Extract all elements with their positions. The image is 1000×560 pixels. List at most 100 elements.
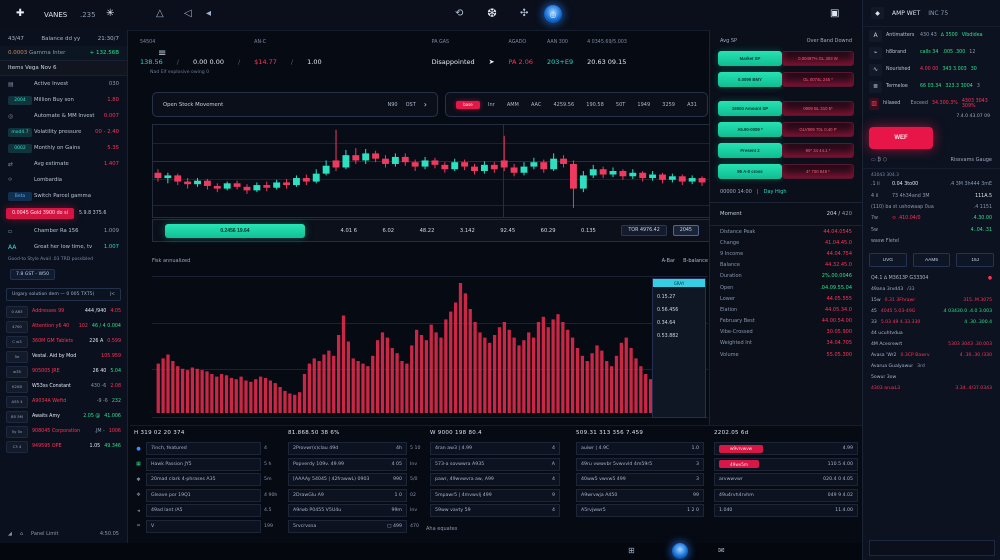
right-bottom-box[interactable] (869, 540, 995, 556)
order-stat-row[interactable]: Distance Peak 44.04.0545 (710, 226, 862, 237)
snowflake-icon[interactable]: ✳ (106, 8, 115, 19)
table-row[interactable]: 49u4rvh4rvhm 049 9 4.02 (714, 488, 858, 504)
buy-button[interactable]: 19000 Amount SP (718, 101, 782, 116)
table-row[interactable]: 2Provwr(s)clau 49d 4h 5 10 (288, 441, 430, 457)
order-stat-row[interactable]: Balance 44.32.45.0 (710, 260, 862, 271)
sidebar-menu-item[interactable]: ⇄ Avg estimate 1.407 (0, 156, 127, 172)
metric-row[interactable]: ▥ hilased Exceed 34.300.3% 4303 3043 309… (863, 95, 1000, 112)
hamburger-icon[interactable]: ≡ (158, 48, 167, 59)
low-row[interactable]: 4303 aruaL3 3.34..4/37.0343 (863, 383, 1000, 394)
corner-icon[interactable]: ◢ (8, 531, 12, 537)
table-row[interactable]: A5rvjwwr5 1 2 0 (576, 503, 704, 519)
chat-icon[interactable]: ✉ (718, 546, 725, 555)
order-stat-row[interactable]: Elation 44.05.34.0 (710, 304, 862, 315)
order-stat-row[interactable]: Open .04.09.55.04 (710, 282, 862, 293)
chart-mode-pill[interactable]: Open Stock Movement N90 OST › (152, 92, 438, 117)
watchlist-row[interactable]: B5 5M Awaits Amy 2.05 @ 41.006 (0, 409, 127, 424)
table-row[interactable]: 40ww5 vwvw5 499 3 (576, 472, 704, 488)
watchlist-row[interactable]: C3 4 949595 OPE 1.05 49.346 (0, 439, 127, 454)
low-row[interactable]: 4M Acesrewrt 5303 3043 .30.003 (863, 339, 1000, 350)
table-row[interactable]: [AAAAy 54045 | 42frawwL) 0903 990 5/0 (288, 472, 430, 488)
plus-icon[interactable]: ✣ (520, 8, 529, 19)
pill-button[interactable]: UVG (869, 253, 907, 268)
table-row[interactable]: 4ran aw3 | 4.99 4 (430, 441, 560, 457)
sidebar-menu-item[interactable]: 0002 Monthly on Gains 5.35 (0, 140, 127, 156)
year-pill[interactable]: 2045 (672, 225, 699, 236)
metric-row[interactable]: A Antimatters 430 43 ∆ 3500 Vibdidea (863, 27, 1000, 44)
metric-row[interactable]: ≣ Termeloe 66 03.34 323.3 3004 3 (863, 78, 1000, 95)
table-row[interactable]: auiwr | 4.9C 1.0 (576, 441, 704, 457)
timeframe-option[interactable]: Inr (488, 101, 495, 108)
low-row[interactable]: 15w 0.31 3Fhrawr 315..M.3075 (863, 295, 1000, 306)
gold-alert-banner[interactable]: 0.0045 Gold 3900 do si 5.9.8 375.6 (6, 208, 121, 219)
low-row[interactable]: 5owur 3ow (863, 372, 1000, 383)
table-row[interactable]: pawr, 49wvwvra aw, A99 4 (430, 472, 560, 488)
sidebar-menu-item[interactable]: Beta Switch Parcel gamma (0, 188, 127, 204)
table-row[interactable]: ◂ 49ad lant /A5 4.5 (134, 503, 284, 519)
table-row[interactable]: ✱ 20mad clark 4-phrases A35 5m (134, 472, 284, 488)
chevron-right-icon[interactable]: › (423, 100, 427, 109)
sidebar-menu-item[interactable]: 2004 Million Buy son 1.80 (0, 92, 127, 108)
timeframe-option[interactable]: 190.58 (586, 101, 604, 108)
table-row[interactable]: 2DrawGlu A9 1 0 02 (288, 488, 430, 504)
timeframe-option[interactable]: 4259.56 (553, 101, 575, 108)
sell-button[interactable]: GLV909 70L 0.40 P (782, 122, 854, 137)
sidebar-menu-item[interactable]: ፨ Lombardia (0, 172, 127, 188)
low-row[interactable]: Avasa 'Wr2 0.3CP Bawrv 4 .30..30 /330 (863, 350, 1000, 361)
watchlist-row[interactable]: C w3 360M GM Tablets 226 A 0.599 (0, 334, 127, 349)
table-row[interactable]: Popverdy 109v. 49.99 4 05 Inv (288, 457, 430, 473)
table-row[interactable]: w9vrvwvw 4.99 (714, 441, 858, 457)
sell-button[interactable]: 0909 BL 310 5* (782, 101, 854, 116)
table-row[interactable]: A9rwb P0455 V5U4u 99m Inv (288, 503, 430, 519)
table-row[interactable]: arvwwvwr 020.4 0 4.05 (714, 472, 858, 488)
sell-button[interactable]: 90* 34 44.1 * (782, 143, 854, 158)
back-icon[interactable]: ◁ (184, 8, 192, 19)
table-row[interactable]: 49ru vwwvbr 5vwvvld 4m59r5 3 (576, 457, 704, 473)
order-stat-row[interactable]: Change 41.04.45.0 (710, 237, 862, 248)
table-row[interactable]: ● 7inch, featured 4 (134, 441, 284, 457)
legend-box-header[interactable]: GRAY (653, 279, 705, 287)
table-row[interactable]: ▦ Hawk Passion JY5 5 h (134, 457, 284, 473)
frost-icon[interactable]: ❆ (487, 6, 498, 20)
watchlist-row[interactable]: 5y 5v 908045 Corporation .JM - 1006 (0, 424, 127, 439)
watchlist-row[interactable]: K20B W53ss Constant 430 -6 2.08 (0, 379, 127, 394)
great-row[interactable]: AA Great her low time, tv 1.007 (0, 239, 127, 255)
gamma-row[interactable]: 0.0003 Gamma Inter + 132.56B (0, 46, 127, 60)
gst-pill[interactable]: 7.8 GST - W50 (10, 269, 56, 280)
buy-button[interactable]: 0.0099 BMY (718, 72, 782, 87)
low-row[interactable]: 33 5.03 49 4.33.330 4 .30..300.4 (863, 317, 1000, 328)
buy-button[interactable]: 95 A-0 cross (718, 164, 782, 179)
sidebar-menu-item[interactable]: ▤ Active Invest 030 (0, 76, 127, 92)
metric-row[interactable]: ⌁ h8brand calls 34 .005 .300 12 (863, 44, 1000, 61)
history-icon[interactable]: ⟲ (455, 8, 464, 19)
gauge-icons[interactable]: ▭ ₿ ⬡ (871, 157, 887, 163)
home-icon[interactable]: ⌂ (19, 531, 24, 537)
range-button[interactable]: 0.2456 19.64 (165, 223, 305, 238)
alert-icon[interactable]: △ (156, 8, 164, 19)
metric-row[interactable]: ∿ Nourished 4.00 00 343 3.003 30 (863, 61, 1000, 78)
legend-a[interactable]: A-Bar (661, 258, 676, 264)
table-row[interactable]: A9wrvwja A450 99 (576, 488, 704, 504)
sell-button[interactable]: 0.00497% GL 303 W (782, 51, 854, 66)
timeframe-option[interactable]: 3259 (662, 101, 675, 108)
pill-button[interactable]: AAM5 (912, 253, 951, 268)
table-row[interactable]: 573-a sovwwra A935 A (430, 457, 560, 473)
sidebar-search-box[interactable]: Urgary solution dem — 0 005 TXT5) |< (6, 288, 121, 301)
order-stat-row[interactable]: 9 Income 44.04.754 (710, 248, 862, 259)
watchlist-row[interactable]: w35 905005 JRE 26 40 5.04 (0, 364, 127, 379)
timeframe-option[interactable]: 50T (615, 101, 626, 108)
watchlist-row[interactable]: 4700 Attention y6 40 102 46 / 4 0.004 (0, 319, 127, 334)
wef-button[interactable]: WEF (869, 127, 933, 149)
buy-button[interactable]: Present 2 (718, 143, 782, 158)
timeframe-option[interactable]: AAC (530, 101, 542, 108)
watchlist-row[interactable]: 5e Vestal. Aid by Mod 105.959 (0, 349, 127, 364)
buy-button[interactable]: Market SP (718, 51, 782, 66)
tor-pill[interactable]: TOR 4976.42 (621, 225, 667, 236)
grid-icon[interactable]: ⊞ (628, 546, 635, 555)
table-row[interactable]: 5rvcrvsna □ 499 470 (288, 519, 430, 535)
sell-button[interactable]: 4* 700 949 * (782, 164, 854, 179)
sidebar-menu-item[interactable]: ◎ Automate & MM Invest 0.007 (0, 108, 127, 124)
order-stat-row[interactable]: February Best 44.00.54.00 (710, 316, 862, 327)
order-stat-row[interactable]: Weighted Int 34.04.705 (710, 338, 862, 349)
sidebar-menu-item[interactable]: mod4.7 Volatility pressure 00 - 2.40 (0, 124, 127, 140)
